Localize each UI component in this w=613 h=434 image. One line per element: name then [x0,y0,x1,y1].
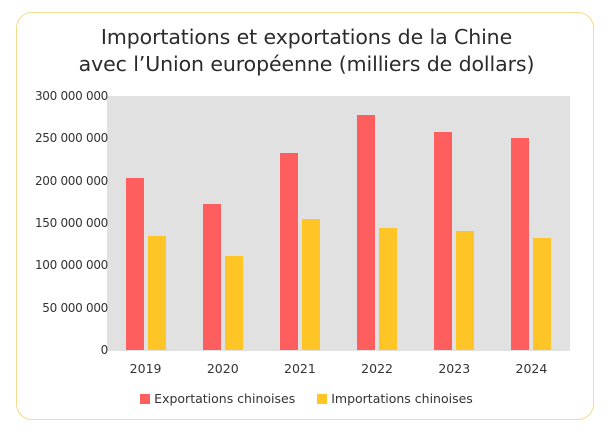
bar-exports-2024[interactable] [511,138,530,350]
bar-exports-2020[interactable] [202,204,221,350]
bar-imports-2019[interactable] [147,235,166,350]
x-tick-label: 2020 [206,361,239,376]
x-tick-label: 2022 [361,361,393,376]
legend-item-imports[interactable]: Importations chinoises [317,391,473,406]
legend-swatch-exports [140,393,151,404]
bar-imports-2024[interactable] [533,238,552,350]
bar-imports-2020[interactable] [224,256,243,350]
y-tick-label: 0 [100,343,109,357]
y-tick-label: 50 000 000 [42,300,108,315]
bar-imports-2021[interactable] [301,218,320,350]
x-tick-label: 2021 [284,361,316,376]
bar-exports-2022[interactable] [357,115,376,350]
y-tick-label: 250 000 000 [34,131,108,146]
chart-title-line-1: Importations et exportations de la Chine [100,25,513,49]
legend: Exportations chinoises Importations chin… [0,391,613,406]
chart-title: Importations et exportations de la Chine… [0,24,613,78]
legend-item-exports[interactable]: Exportations chinoises [140,391,295,406]
bar-imports-2023[interactable] [456,230,475,350]
legend-label-exports: Exportations chinoises [154,391,296,406]
y-tick-label: 200 000 000 [34,173,108,188]
bar-exports-2021[interactable] [279,152,298,350]
y-tick-label: 300 000 000 [34,89,108,103]
y-tick-label: 100 000 000 [34,258,108,273]
bar-exports-2019[interactable] [125,178,144,350]
bar-imports-2022[interactable] [379,228,398,350]
x-tick-label: 2024 [515,361,548,376]
legend-swatch-imports [317,393,328,404]
chart-title-line-2: avec l’Union européenne (milliers de dol… [78,52,535,76]
x-tick-label: 2023 [438,361,471,376]
x-tick-label: 2019 [129,361,162,376]
bar-exports-2023[interactable] [434,131,453,350]
legend-label-imports: Importations chinoises [331,391,473,406]
y-tick-label: 150 000 000 [34,216,108,230]
plot-area [107,96,570,351]
